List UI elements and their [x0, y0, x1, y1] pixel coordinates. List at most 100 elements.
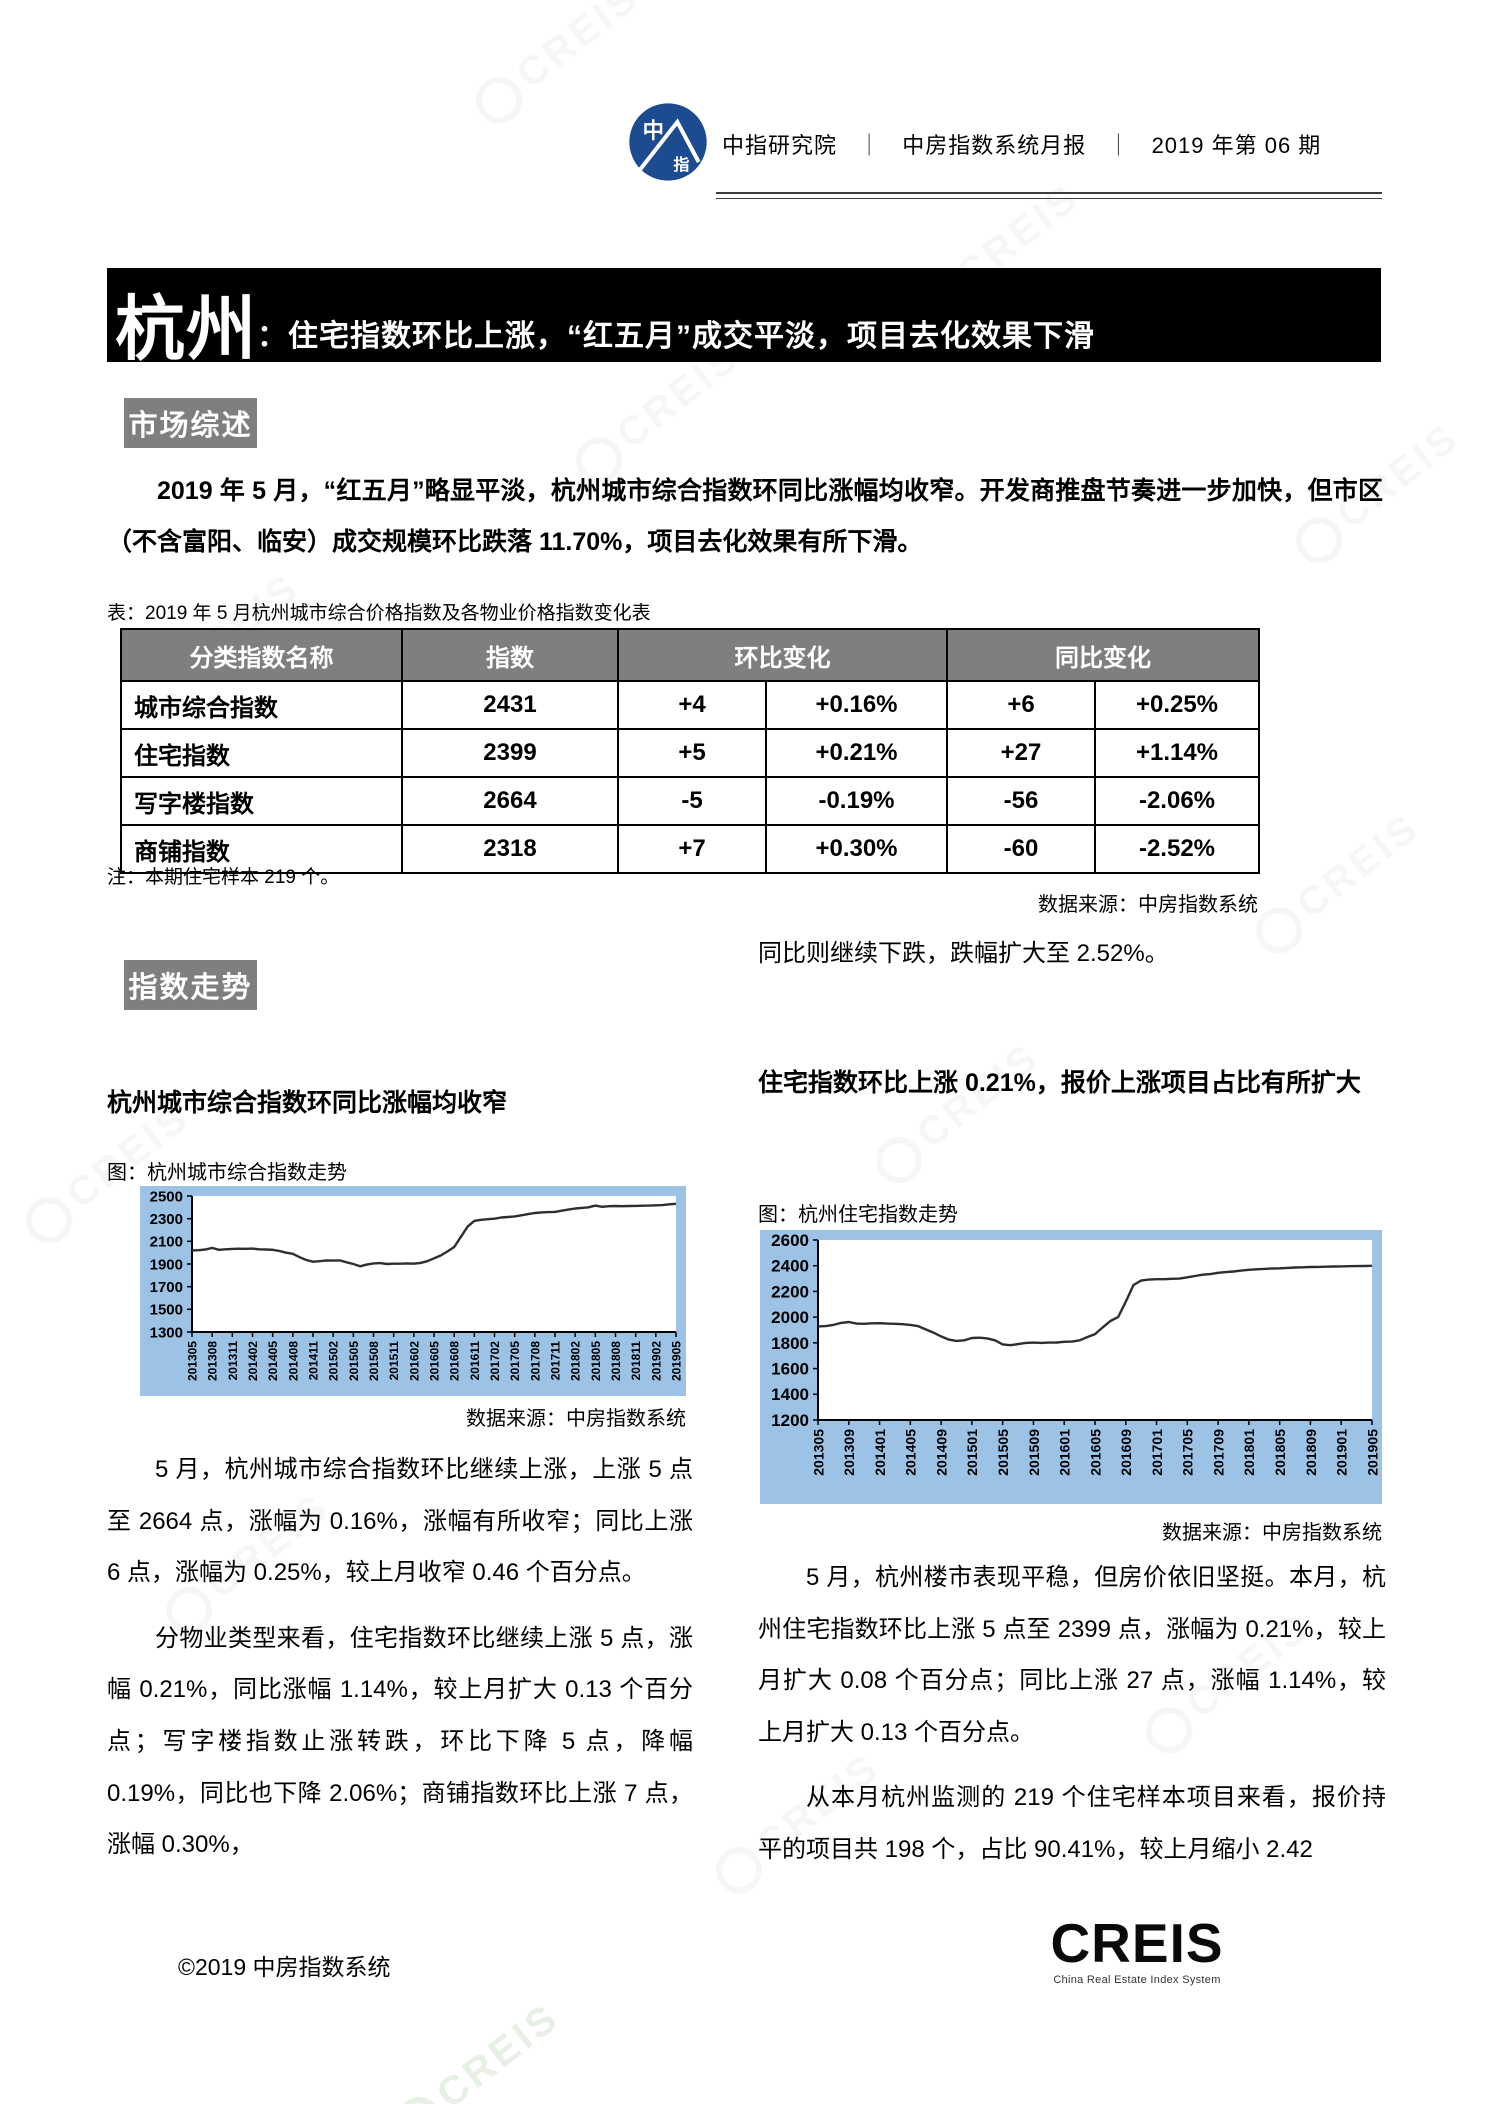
- left-column-text: 5 月，杭州城市综合指数环比继续上涨，上涨 5 点至 2664 点，涨幅为 0.…: [107, 1444, 693, 1885]
- svg-text:201805: 201805: [589, 1341, 603, 1381]
- svg-text:1800: 1800: [771, 1334, 809, 1353]
- svg-text:201602: 201602: [407, 1341, 421, 1381]
- value-cell: +7: [617, 824, 767, 874]
- svg-text:2300: 2300: [150, 1211, 183, 1228]
- price-index-table: 分类指数名称 指数 环比变化 同比变化 城市综合指数 2431 +4 +0.16% +6…: [120, 628, 1260, 874]
- banner-city: 杭州: [115, 289, 257, 368]
- value-cell: +0.25%: [1094, 680, 1260, 730]
- right-column-heading: 住宅指数环比上涨 0.21%，报价上涨项目占比有所扩大: [758, 1069, 1361, 1097]
- col-header-yoy: 同比变化: [946, 628, 1260, 682]
- header-separator: ｜: [1107, 133, 1131, 158]
- chart2-caption: 图：杭州住宅指数走势: [758, 1204, 958, 1226]
- paragraph: 同比则继续下跌，跌幅扩大至 2.52%。: [758, 940, 1169, 967]
- section-label-index-trend: 指数走势: [124, 960, 257, 1010]
- header-separator: ｜: [858, 133, 882, 158]
- col-header-mom: 环比变化: [617, 628, 948, 682]
- creis-watermark: CREIS: [386, 1995, 570, 2104]
- section-label-market-overview: 市场综述: [124, 398, 257, 448]
- table-row: 城市综合指数 2431 +4 +0.16% +6 +0.25%: [120, 680, 1260, 730]
- svg-text:201702: 201702: [488, 1341, 502, 1381]
- left-column-subtitle: 杭州城市综合指数环同比涨幅均收窄: [107, 1089, 508, 1117]
- value-cell: +1.14%: [1094, 728, 1260, 778]
- svg-text:201309: 201309: [841, 1429, 857, 1476]
- value-cell: +0.21%: [765, 728, 948, 778]
- table-row: 住宅指数 2399 +5 +0.21% +27 +1.14%: [120, 728, 1260, 778]
- svg-text:201605: 201605: [1087, 1429, 1103, 1476]
- category-cell: 商铺指数: [120, 824, 403, 874]
- right-column-text: 5 月，杭州楼市表现平稳，但房价依旧坚挺。本月，杭州住宅指数环比上涨 5 点至 …: [758, 1552, 1386, 1890]
- svg-text:1200: 1200: [771, 1411, 809, 1430]
- svg-text:201311: 201311: [226, 1341, 240, 1381]
- creis-watermark-icon: [17, 1188, 82, 1253]
- svg-text:201601: 201601: [1057, 1429, 1073, 1476]
- table-note: 注：本期住宅样本 219 个。: [107, 867, 340, 888]
- value-cell: -0.19%: [765, 776, 948, 826]
- svg-text:201608: 201608: [448, 1341, 462, 1381]
- creis-logo: CREIS China Real Estate Index System: [1028, 1912, 1246, 1987]
- category-cell: 城市综合指数: [120, 680, 403, 730]
- svg-text:2200: 2200: [771, 1282, 809, 1301]
- value-cell: 2318: [401, 824, 619, 874]
- creis-logo-text: CREIS: [1050, 1912, 1224, 1974]
- svg-text:201705: 201705: [1180, 1429, 1196, 1476]
- svg-text:2100: 2100: [150, 1234, 183, 1251]
- value-cell: +0.16%: [765, 680, 948, 730]
- svg-text:201402: 201402: [246, 1341, 260, 1381]
- category-cell: 写字楼指数: [120, 776, 403, 826]
- header-double-rule: [716, 192, 1382, 199]
- svg-text:201508: 201508: [367, 1341, 381, 1381]
- svg-text:201308: 201308: [206, 1341, 220, 1381]
- svg-text:201408: 201408: [286, 1341, 300, 1381]
- svg-text:201905: 201905: [1364, 1429, 1380, 1476]
- svg-text:1300: 1300: [150, 1324, 183, 1341]
- svg-text:1400: 1400: [771, 1385, 809, 1404]
- banner-subtitle: ：住宅指数环比上涨，“红五月”成交平淡，项目去化效果下滑: [257, 320, 1095, 353]
- data-source-label: 数据来源：中房指数系统: [1162, 1522, 1382, 1544]
- svg-text:201709: 201709: [1210, 1429, 1226, 1476]
- svg-text:指: 指: [673, 155, 689, 174]
- creis-watermark-icon: [467, 68, 532, 133]
- svg-text:201802: 201802: [569, 1341, 583, 1381]
- table-header-row: 分类指数名称 指数 环比变化 同比变化: [120, 628, 1260, 682]
- value-cell: +0.30%: [765, 824, 948, 874]
- paragraph: 5 月，杭州楼市表现平稳，但房价依旧坚挺。本月，杭州住宅指数环比上涨 5 点至 …: [758, 1564, 1386, 1746]
- svg-text:201905: 201905: [670, 1341, 684, 1381]
- value-cell: -60: [946, 824, 1096, 874]
- svg-text:201411: 201411: [307, 1341, 321, 1381]
- svg-text:201808: 201808: [609, 1341, 623, 1381]
- composite-index-chart: 1300 1500 1700 1900 2100 2300 2500 201305 201308…: [140, 1186, 686, 1396]
- header-issue: 2019 年第 06 期: [1151, 133, 1322, 158]
- value-cell: 2664: [401, 776, 619, 826]
- table-caption: 表：2019 年 5 月杭州城市综合价格指数及各物业价格指数变化表: [107, 603, 651, 624]
- svg-text:1700: 1700: [150, 1279, 183, 1296]
- svg-text:201809: 201809: [1303, 1429, 1319, 1476]
- header-org: 中指研究院: [722, 133, 838, 158]
- value-cell: +6: [946, 680, 1096, 730]
- creis-watermark: CREIS: [466, 0, 650, 133]
- overview-paragraph: 2019 年 5 月，“红五月”略显平淡，杭州城市综合指数环同比涨幅均收窄。开发…: [107, 477, 1383, 557]
- table-row: 商铺指数 2318 +7 +0.30% -60 -2.52%: [120, 824, 1260, 874]
- value-cell: -56: [946, 776, 1096, 826]
- svg-text:201701: 201701: [1149, 1429, 1165, 1476]
- value-cell: -5: [617, 776, 767, 826]
- value-cell: +4: [617, 680, 767, 730]
- svg-text:2600: 2600: [771, 1231, 809, 1250]
- svg-text:201409: 201409: [933, 1429, 949, 1476]
- copyright: ©2019 中房指数系统: [178, 1954, 391, 1980]
- paragraph: 5 月，杭州城市综合指数环比继续上涨，上涨 5 点至 2664 点，涨幅为 0.…: [107, 1456, 693, 1587]
- value-cell: 2399: [401, 728, 619, 778]
- creis-watermark-icon: [867, 1128, 932, 1193]
- svg-text:2500: 2500: [150, 1188, 183, 1205]
- residential-index-chart: 1200 1400 1600 1800 2000 2200 2400 2600 201305 20…: [760, 1230, 1382, 1504]
- svg-text:201605: 201605: [428, 1341, 442, 1381]
- svg-text:201509: 201509: [1026, 1429, 1042, 1476]
- svg-text:中: 中: [643, 119, 664, 143]
- svg-text:1900: 1900: [150, 1256, 183, 1273]
- value-cell: +27: [946, 728, 1096, 778]
- svg-text:201902: 201902: [649, 1341, 663, 1381]
- col-header-index: 指数: [401, 628, 619, 682]
- svg-text:201502: 201502: [327, 1341, 341, 1381]
- creis-watermark: CREIS: [866, 1035, 1050, 1193]
- paragraph: 分物业类型来看，住宅指数环比继续上涨 5 点，涨幅 0.21%，同比涨幅 1.1…: [107, 1624, 693, 1859]
- svg-text:201708: 201708: [528, 1341, 542, 1381]
